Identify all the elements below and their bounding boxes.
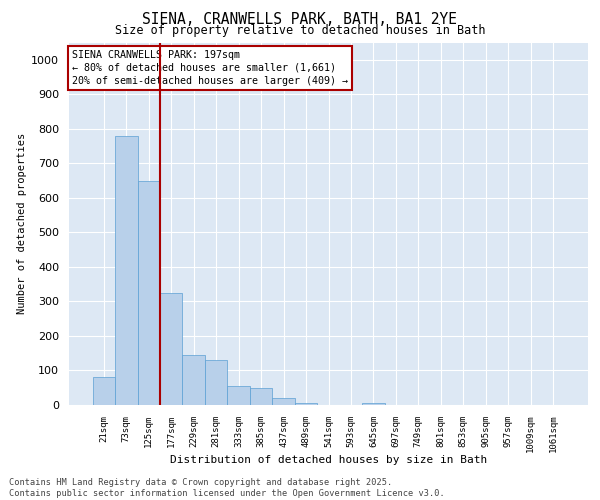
Text: Size of property relative to detached houses in Bath: Size of property relative to detached ho… xyxy=(115,24,485,37)
Bar xyxy=(272,398,295,405)
Bar xyxy=(115,136,137,405)
Bar xyxy=(160,293,182,405)
Bar xyxy=(362,404,385,405)
Bar xyxy=(205,360,227,405)
Bar xyxy=(137,180,160,405)
Text: Contains HM Land Registry data © Crown copyright and database right 2025.
Contai: Contains HM Land Registry data © Crown c… xyxy=(9,478,445,498)
Y-axis label: Number of detached properties: Number of detached properties xyxy=(17,133,27,314)
Bar xyxy=(182,355,205,405)
Text: SIENA, CRANWELLS PARK, BATH, BA1 2YE: SIENA, CRANWELLS PARK, BATH, BA1 2YE xyxy=(143,12,458,28)
Text: SIENA CRANWELLS PARK: 197sqm
← 80% of detached houses are smaller (1,661)
20% of: SIENA CRANWELLS PARK: 197sqm ← 80% of de… xyxy=(71,50,347,86)
Bar xyxy=(250,388,272,405)
Bar xyxy=(227,386,250,405)
Bar xyxy=(295,404,317,405)
Bar xyxy=(92,378,115,405)
X-axis label: Distribution of detached houses by size in Bath: Distribution of detached houses by size … xyxy=(170,455,487,465)
